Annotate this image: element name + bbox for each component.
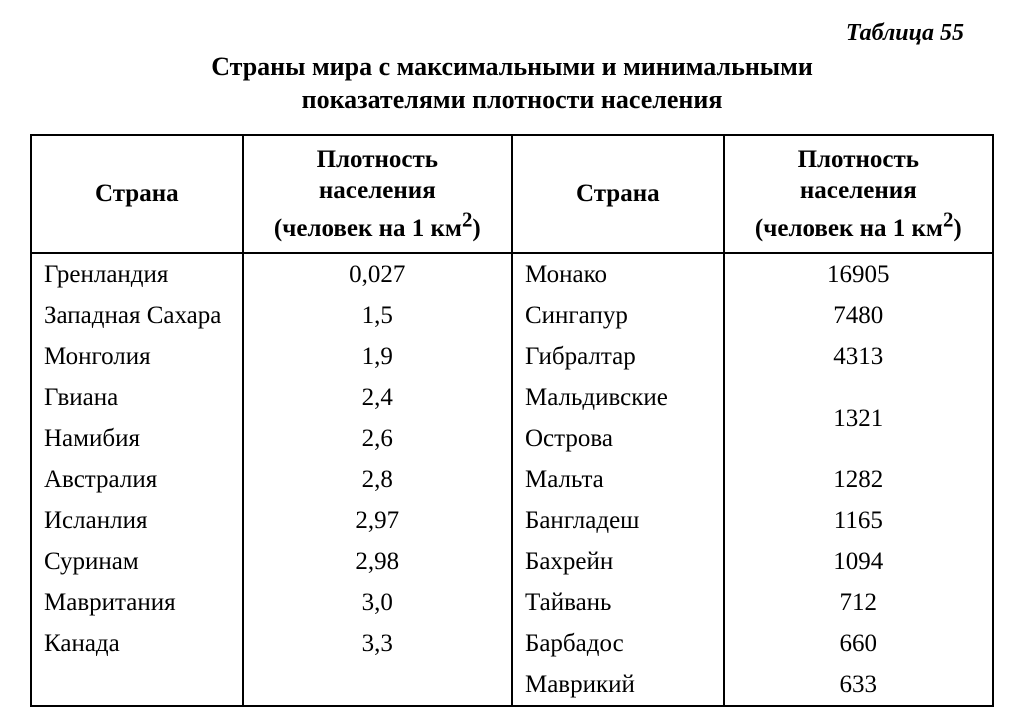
cell-density-left: 2,98 <box>243 541 512 582</box>
cell-country-left: Канада <box>31 623 243 664</box>
cell-density-right: 16905 <box>724 253 993 295</box>
cell-density-left: 2,8 <box>243 459 512 500</box>
col-header-country-right: Страна <box>512 135 724 253</box>
table-row: Монголия1,9Гибралтар4313 <box>31 336 993 377</box>
cell-country-right: Бангладеш <box>512 500 724 541</box>
density-table: Страна Плотность населения (человек на 1… <box>30 134 994 707</box>
title-line-1: Страны мира с максимальными и минимальны… <box>211 52 813 81</box>
table-caption: Таблица 55 <box>30 20 994 47</box>
cell-country-right: Гибралтар <box>512 336 724 377</box>
cell-country-left: Гренландия <box>31 253 243 295</box>
cell-density-left: 1,9 <box>243 336 512 377</box>
table-row: Маврикий633 <box>31 664 993 706</box>
cell-density-left: 3,0 <box>243 582 512 623</box>
cell-country-right: Мальдивские <box>512 377 724 418</box>
density-word-1: Плотность <box>317 146 438 173</box>
cell-country-right: Бахрейн <box>512 541 724 582</box>
cell-density-left: 1,5 <box>243 295 512 336</box>
cell-country-left: Исланлия <box>31 500 243 541</box>
cell-density-left: 2,97 <box>243 500 512 541</box>
col-header-density-right: Плотность населения (человек на 1 км2) <box>724 135 993 253</box>
cell-country-left: Мавритания <box>31 582 243 623</box>
density-word-2: населения <box>800 177 917 204</box>
table-body: Гренландия0,027Монако16905Западная Сахар… <box>31 253 993 706</box>
cell-density-right: 1321 <box>724 377 993 459</box>
cell-country-left: Намибия <box>31 418 243 459</box>
table-title: Страны мира с максимальными и минимальны… <box>30 51 994 116</box>
cell-density-left: 0,027 <box>243 253 512 295</box>
density-word-2: населения <box>319 177 436 204</box>
table-row: Австралия2,8Мальта1282 <box>31 459 993 500</box>
cell-density-right: 633 <box>724 664 993 706</box>
col-header-density-left: Плотность населения (человек на 1 км2) <box>243 135 512 253</box>
cell-density-left: 2,6 <box>243 418 512 459</box>
title-line-2: показателями плотности населения <box>302 85 723 114</box>
density-word-1: Плотность <box>798 146 919 173</box>
cell-country-right: Маврикий <box>512 664 724 706</box>
table-row: Исланлия2,97Бангладеш1165 <box>31 500 993 541</box>
cell-country-left: Западная Сахара <box>31 295 243 336</box>
col-header-country-left: Страна <box>31 135 243 253</box>
cell-density-right: 7480 <box>724 295 993 336</box>
page: Таблица 55 Страны мира с максимальными и… <box>0 0 1024 671</box>
header-row: Страна Плотность населения (человек на 1… <box>31 135 993 253</box>
cell-country-left: Гвиана <box>31 377 243 418</box>
cell-density-right: 1094 <box>724 541 993 582</box>
density-unit: (человек на 1 км2) <box>274 215 481 242</box>
table-row: Гренландия0,027Монако16905 <box>31 253 993 295</box>
table-row: Канада3,3Барбадос660 <box>31 623 993 664</box>
cell-density-left: 2,4 <box>243 377 512 418</box>
density-unit: (человек на 1 км2) <box>755 215 962 242</box>
table-row: Мавритания3,0Тайвань712 <box>31 582 993 623</box>
cell-density-right: 712 <box>724 582 993 623</box>
table-row: Суринам2,98Бахрейн1094 <box>31 541 993 582</box>
cell-country-left: Суринам <box>31 541 243 582</box>
cell-country-right: Барбадос <box>512 623 724 664</box>
cell-density-left: 3,3 <box>243 623 512 664</box>
cell-density-right: 1165 <box>724 500 993 541</box>
cell-country-right: Монако <box>512 253 724 295</box>
cell-country-left <box>31 664 243 706</box>
table-row: Гвиана2,4Мальдивские1321 <box>31 377 993 418</box>
cell-density-right: 660 <box>724 623 993 664</box>
cell-density-right: 1282 <box>724 459 993 500</box>
cell-country-left: Австралия <box>31 459 243 500</box>
cell-country-right: Тайвань <box>512 582 724 623</box>
cell-country-right: Мальта <box>512 459 724 500</box>
cell-density-left <box>243 664 512 706</box>
cell-density-right: 4313 <box>724 336 993 377</box>
table-row: Западная Сахара1,5Сингапур7480 <box>31 295 993 336</box>
cell-country-left: Монголия <box>31 336 243 377</box>
cell-country-right: Сингапур <box>512 295 724 336</box>
cell-country-right: Острова <box>512 418 724 459</box>
